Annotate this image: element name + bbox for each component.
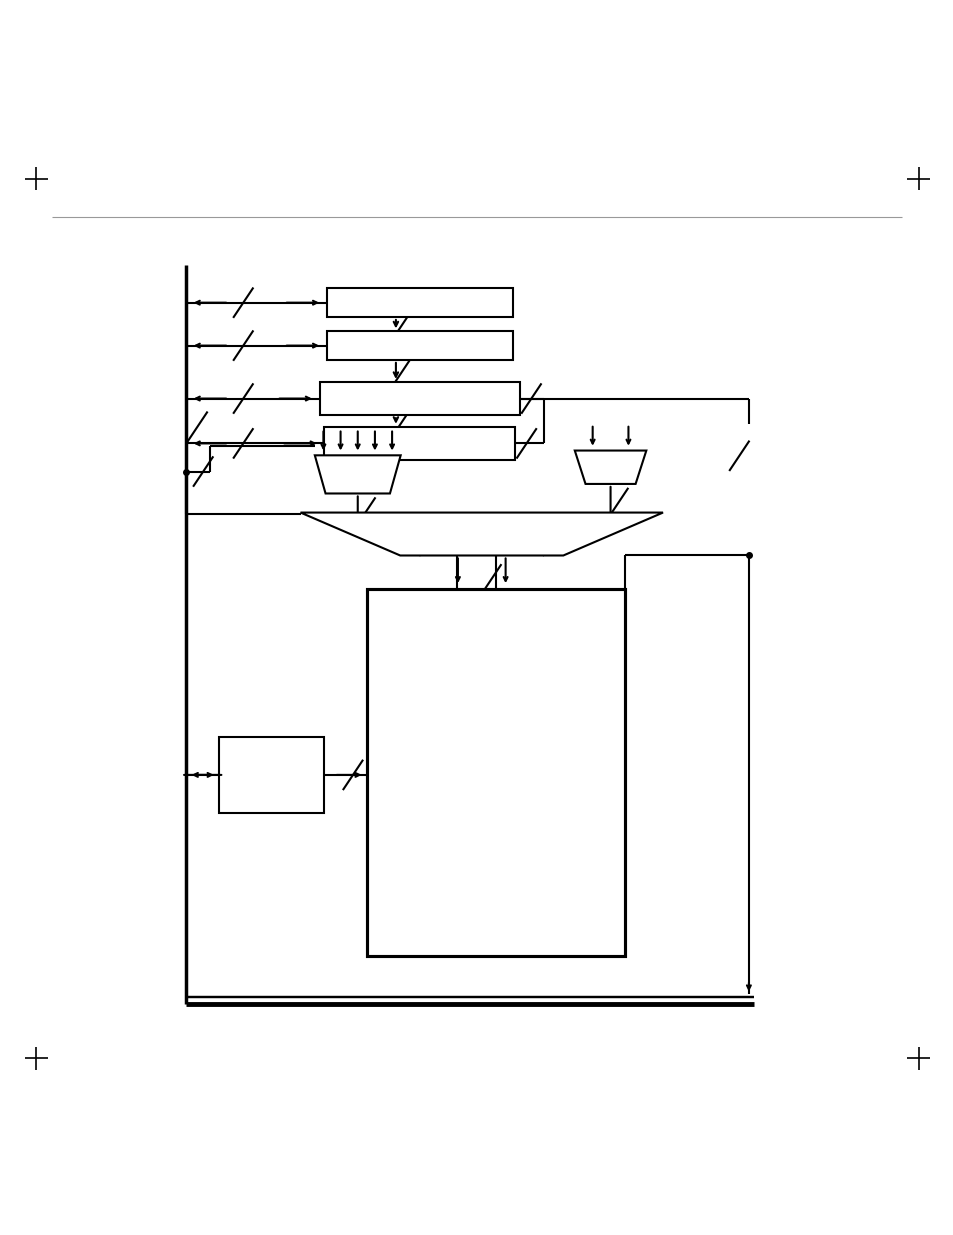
Polygon shape [314, 456, 400, 494]
Bar [319, 382, 519, 415]
Bar [324, 427, 515, 461]
Bar [326, 331, 513, 359]
Polygon shape [574, 451, 646, 484]
Polygon shape [300, 513, 662, 556]
Bar [326, 288, 513, 317]
Bar [219, 737, 324, 813]
Bar [367, 589, 624, 956]
